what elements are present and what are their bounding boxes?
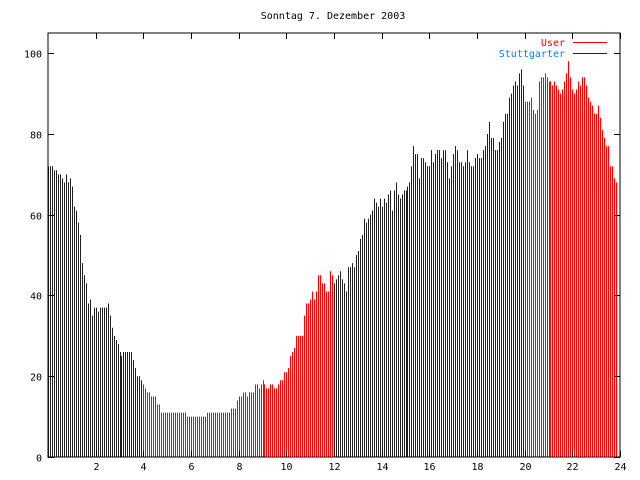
y-axis: 0 20 40 60 80 100 — [24, 50, 620, 465]
chart-title: Sonntag 7. Dezember 2003 — [261, 11, 406, 22]
x-tick-label: 20 — [519, 462, 531, 473]
y-tick-label: 80 — [30, 131, 42, 142]
x-tick-label: 6 — [188, 462, 194, 473]
y-tick-label: 0 — [36, 454, 42, 465]
x-tick-label: 18 — [471, 462, 483, 473]
x-axis: 2 4 6 8 10 12 14 16 18 20 22 24 — [93, 33, 627, 473]
x-tick-label: 16 — [423, 462, 435, 473]
legend-label-user: User — [541, 38, 565, 49]
x-tick-label: 10 — [280, 462, 292, 473]
legend: User Stuttgarter — [499, 38, 607, 60]
x-tick-label: 12 — [328, 462, 340, 473]
y-tick-label: 40 — [30, 292, 42, 303]
x-tick-label: 24 — [614, 462, 626, 473]
x-tick-label: 8 — [236, 462, 242, 473]
y-tick-label: 60 — [30, 212, 42, 223]
x-tick-label: 14 — [376, 462, 388, 473]
legend-label-stuttgarter: Stuttgarter — [499, 49, 565, 60]
bars-group — [48, 61, 617, 457]
x-tick-label: 22 — [566, 462, 578, 473]
x-tick-label: 4 — [140, 462, 146, 473]
y-tick-label: 100 — [24, 50, 42, 61]
x-tick-label: 2 — [93, 462, 99, 473]
y-tick-label: 20 — [30, 373, 42, 384]
